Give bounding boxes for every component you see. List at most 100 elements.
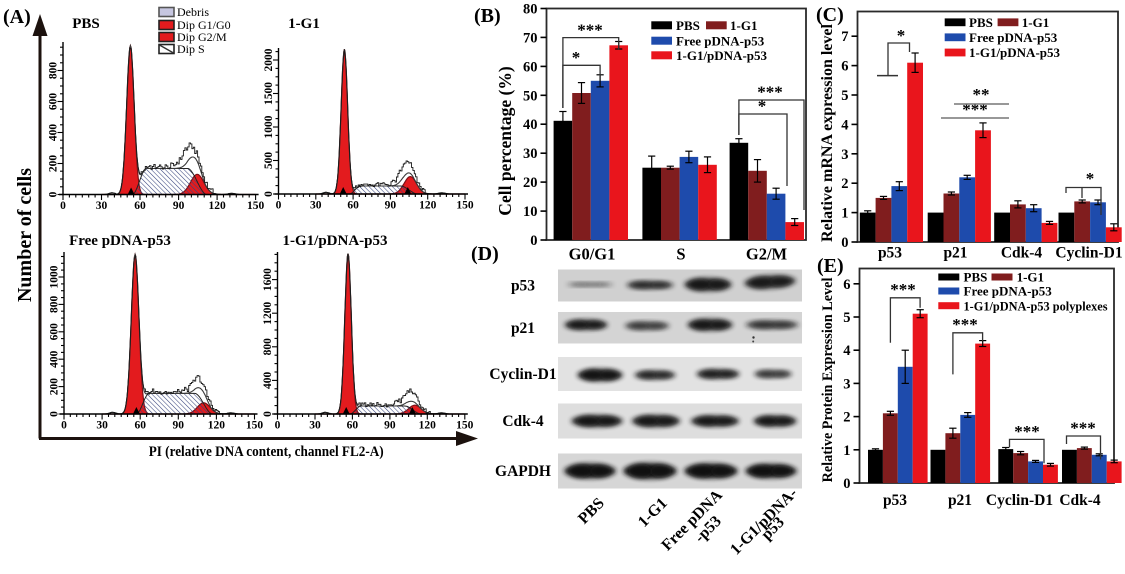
svg-text:Cdk-4: Cdk-4 bbox=[502, 413, 544, 430]
svg-text:80: 80 bbox=[523, 2, 538, 18]
svg-text:***: *** bbox=[1014, 422, 1040, 441]
svg-text:***: *** bbox=[757, 83, 783, 102]
svg-text:1000: 1000 bbox=[49, 265, 61, 288]
svg-text:600: 600 bbox=[49, 323, 61, 341]
svg-text:4: 4 bbox=[843, 343, 850, 359]
svg-text:Cell percentage (%): Cell percentage (%) bbox=[495, 66, 515, 216]
svg-text:**: ** bbox=[973, 85, 990, 104]
svg-text:120: 120 bbox=[208, 200, 226, 212]
svg-text:0: 0 bbox=[530, 233, 537, 249]
svg-text:60: 60 bbox=[134, 200, 146, 212]
svg-text:(B): (B) bbox=[474, 5, 501, 27]
svg-text:0: 0 bbox=[263, 191, 275, 197]
svg-text:3: 3 bbox=[843, 376, 850, 392]
svg-text:1-G1/pDNA-p53 polyplexes: 1-G1/pDNA-p53 polyplexes bbox=[964, 298, 1108, 313]
svg-text:*: * bbox=[1086, 169, 1095, 188]
svg-text:0: 0 bbox=[262, 411, 274, 417]
svg-text:60: 60 bbox=[347, 200, 359, 212]
svg-text:Dip G2/M: Dip G2/M bbox=[177, 30, 227, 44]
svg-text:90: 90 bbox=[385, 200, 397, 212]
svg-text:*: * bbox=[897, 26, 906, 45]
svg-text:800: 800 bbox=[262, 338, 274, 356]
svg-text:200: 200 bbox=[49, 378, 61, 396]
svg-text:(C): (C) bbox=[816, 4, 844, 26]
svg-text:20: 20 bbox=[523, 175, 538, 191]
svg-text:(A): (A) bbox=[3, 6, 31, 28]
svg-text:***: *** bbox=[577, 21, 603, 40]
svg-text:PI (relative DNA content, chan: PI (relative DNA content, channel FL2-A) bbox=[149, 444, 384, 460]
svg-text:6: 6 bbox=[841, 59, 848, 75]
svg-text:0: 0 bbox=[275, 420, 281, 432]
svg-text:PBS: PBS bbox=[676, 18, 700, 33]
svg-text:Debris: Debris bbox=[177, 5, 209, 19]
svg-text:60: 60 bbox=[523, 59, 538, 75]
svg-text:4: 4 bbox=[841, 117, 848, 133]
svg-text:Relative Protein Expression Le: Relative Protein Expression Level bbox=[820, 278, 836, 483]
svg-text:10: 10 bbox=[523, 204, 538, 220]
svg-text:0: 0 bbox=[49, 411, 61, 417]
svg-text:0: 0 bbox=[841, 235, 848, 251]
svg-text:1-G1: 1-G1 bbox=[288, 16, 320, 32]
svg-text:*: * bbox=[572, 48, 581, 67]
svg-text:(D): (D) bbox=[471, 243, 499, 265]
svg-text:S: S bbox=[676, 245, 685, 264]
svg-text:Cyclin-D1: Cyclin-D1 bbox=[1055, 245, 1122, 262]
svg-text:120: 120 bbox=[419, 420, 437, 432]
svg-text:GAPDH: GAPDH bbox=[495, 463, 551, 480]
svg-text:G0/G1: G0/G1 bbox=[569, 245, 616, 264]
svg-text:PBS: PBS bbox=[72, 16, 100, 32]
svg-text:90: 90 bbox=[384, 420, 396, 432]
svg-text:Number of cells: Number of cells bbox=[14, 168, 36, 302]
svg-text:30: 30 bbox=[523, 146, 538, 162]
svg-text:40: 40 bbox=[523, 117, 538, 133]
svg-text:Free pDNA-p53: Free pDNA-p53 bbox=[964, 284, 1053, 299]
svg-text:6: 6 bbox=[843, 277, 850, 293]
svg-text:***: *** bbox=[1070, 419, 1096, 438]
svg-text:***: *** bbox=[952, 315, 978, 334]
svg-text:1000: 1000 bbox=[263, 115, 275, 138]
svg-text:PBS: PBS bbox=[964, 270, 988, 285]
svg-text:30: 30 bbox=[96, 420, 108, 432]
svg-text:5: 5 bbox=[841, 88, 848, 104]
svg-text:1600: 1600 bbox=[262, 268, 274, 291]
svg-text:2000: 2000 bbox=[263, 48, 275, 71]
svg-text:Cdk-4: Cdk-4 bbox=[1001, 245, 1043, 262]
svg-text:2: 2 bbox=[841, 176, 848, 192]
svg-text:60: 60 bbox=[347, 420, 359, 432]
svg-text:3: 3 bbox=[841, 147, 848, 163]
svg-text:30: 30 bbox=[309, 420, 321, 432]
svg-text:1-G1: 1-G1 bbox=[730, 18, 757, 33]
svg-text:p53: p53 bbox=[511, 278, 535, 295]
svg-text:600: 600 bbox=[48, 93, 60, 111]
svg-text:90: 90 bbox=[173, 200, 185, 212]
svg-text:p53: p53 bbox=[883, 492, 907, 509]
svg-text:120: 120 bbox=[419, 200, 437, 212]
svg-text:800: 800 bbox=[48, 62, 60, 80]
svg-text:2: 2 bbox=[843, 410, 850, 426]
svg-text:150: 150 bbox=[456, 200, 474, 212]
svg-text:200: 200 bbox=[48, 155, 60, 173]
svg-text:G2/M: G2/M bbox=[746, 245, 788, 264]
svg-text:800: 800 bbox=[49, 296, 61, 314]
svg-text:50: 50 bbox=[523, 88, 538, 104]
svg-text:***: *** bbox=[890, 280, 916, 299]
svg-text:150: 150 bbox=[247, 200, 265, 212]
svg-text:90: 90 bbox=[173, 420, 185, 432]
svg-text:30: 30 bbox=[96, 200, 108, 212]
svg-text:p21: p21 bbox=[511, 320, 535, 337]
svg-text:p21: p21 bbox=[948, 492, 972, 509]
svg-text:60: 60 bbox=[134, 420, 146, 432]
svg-text:1: 1 bbox=[841, 206, 848, 222]
svg-text:Dip S: Dip S bbox=[177, 42, 205, 56]
svg-text:0: 0 bbox=[60, 200, 66, 212]
svg-text:400: 400 bbox=[49, 350, 61, 368]
svg-text:400: 400 bbox=[262, 372, 274, 390]
svg-text:PBS: PBS bbox=[969, 15, 993, 30]
svg-text:p21: p21 bbox=[943, 245, 967, 262]
svg-text:Dip G1/G0: Dip G1/G0 bbox=[177, 18, 231, 32]
svg-text:Free pDNA-p53: Free pDNA-p53 bbox=[69, 233, 171, 249]
svg-text:Relative mRNA expression leve: Relative mRNA expression level bbox=[819, 24, 836, 242]
svg-text:1-G1/pDNA-p53: 1-G1/pDNA-p53 bbox=[282, 233, 387, 249]
svg-text:5: 5 bbox=[843, 310, 850, 326]
svg-text:Free pDNA-p53: Free pDNA-p53 bbox=[676, 33, 765, 48]
